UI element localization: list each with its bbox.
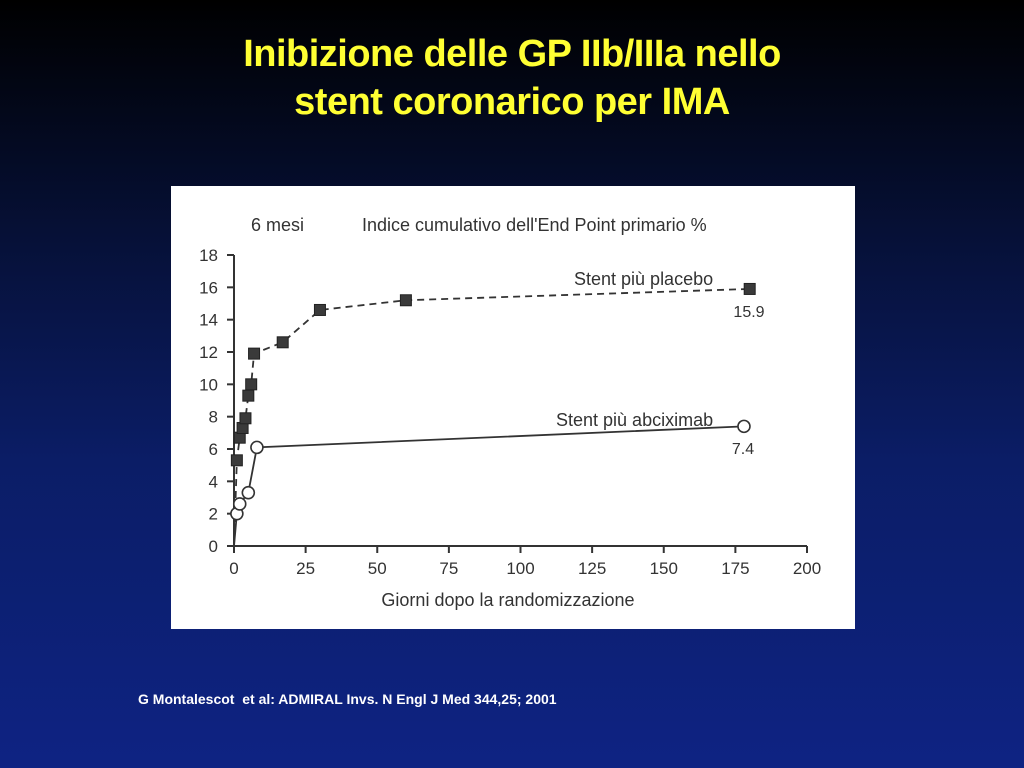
x-tick-label-25: 25 xyxy=(296,559,315,578)
endpoint-chart: 6 mesi Indice cumulativo dell'End Point p… xyxy=(199,215,821,610)
data-point-placebo-8 xyxy=(276,336,289,349)
x-tick-label-200: 200 xyxy=(793,559,821,578)
series-label-placebo: Stent più placebo xyxy=(574,269,713,289)
citation: G Montalescot et al: ADMIRAL Invs. N Eng… xyxy=(138,691,557,707)
y-tick-label-6: 6 xyxy=(209,440,218,459)
y-tick-label-14: 14 xyxy=(199,311,218,330)
data-point-abciximab-4 xyxy=(250,440,264,455)
data-label-placebo-end: 15.9 xyxy=(733,304,764,321)
slide-title-line-1: Inibizione delle GP IIb/IIIa nello xyxy=(243,33,781,75)
x-tick-label-75: 75 xyxy=(439,559,458,578)
slide-title-line-2: stent coronarico per IMA xyxy=(294,81,730,123)
x-tick-label-175: 175 xyxy=(721,559,749,578)
x-tick-label-150: 150 xyxy=(650,559,678,578)
data-point-abciximab-2 xyxy=(232,497,247,511)
data-point-placebo-7 xyxy=(248,347,261,360)
x-tick-label-50: 50 xyxy=(368,559,387,578)
x-tick-label-0: 0 xyxy=(229,559,238,578)
y-tick-label-2: 2 xyxy=(209,505,218,524)
y-tick-label-16: 16 xyxy=(199,278,218,297)
series-line-abciximab xyxy=(233,425,745,547)
y-tick-label-0: 0 xyxy=(209,537,218,556)
data-point-abciximab-5 xyxy=(737,419,751,434)
data-point-placebo-5 xyxy=(242,389,255,402)
chart-panel: 6 mesi Indice cumulativo dell'End Point p… xyxy=(171,186,855,629)
x-tick-label-125: 125 xyxy=(578,559,606,578)
chart-subtitle: 6 mesi xyxy=(251,215,304,235)
data-point-placebo-11 xyxy=(743,282,756,295)
chart-title: Indice cumulativo dell'End Point primari… xyxy=(362,215,707,235)
slide-title: Inibizione delle GP IIb/IIIa nello stent… xyxy=(0,30,1024,126)
data-point-placebo-9 xyxy=(313,303,326,316)
x-axis-label: Giorni dopo la randomizzazione xyxy=(381,590,634,610)
y-tick-label-18: 18 xyxy=(199,246,218,265)
y-tick-label-12: 12 xyxy=(199,343,218,362)
y-tick-label-4: 4 xyxy=(209,472,218,491)
data-point-abciximab-3 xyxy=(241,485,256,500)
y-tick-label-8: 8 xyxy=(209,408,218,427)
series-label-abciximab: Stent più abciximab xyxy=(556,410,713,430)
data-point-placebo-6 xyxy=(245,378,258,391)
data-point-placebo-4 xyxy=(239,412,252,425)
x-tick-label-100: 100 xyxy=(506,559,534,578)
data-label-abciximab-end: 7.4 xyxy=(732,441,754,458)
data-point-placebo-1 xyxy=(230,454,243,467)
data-point-placebo-10 xyxy=(399,294,412,307)
y-tick-label-10: 10 xyxy=(199,375,218,394)
